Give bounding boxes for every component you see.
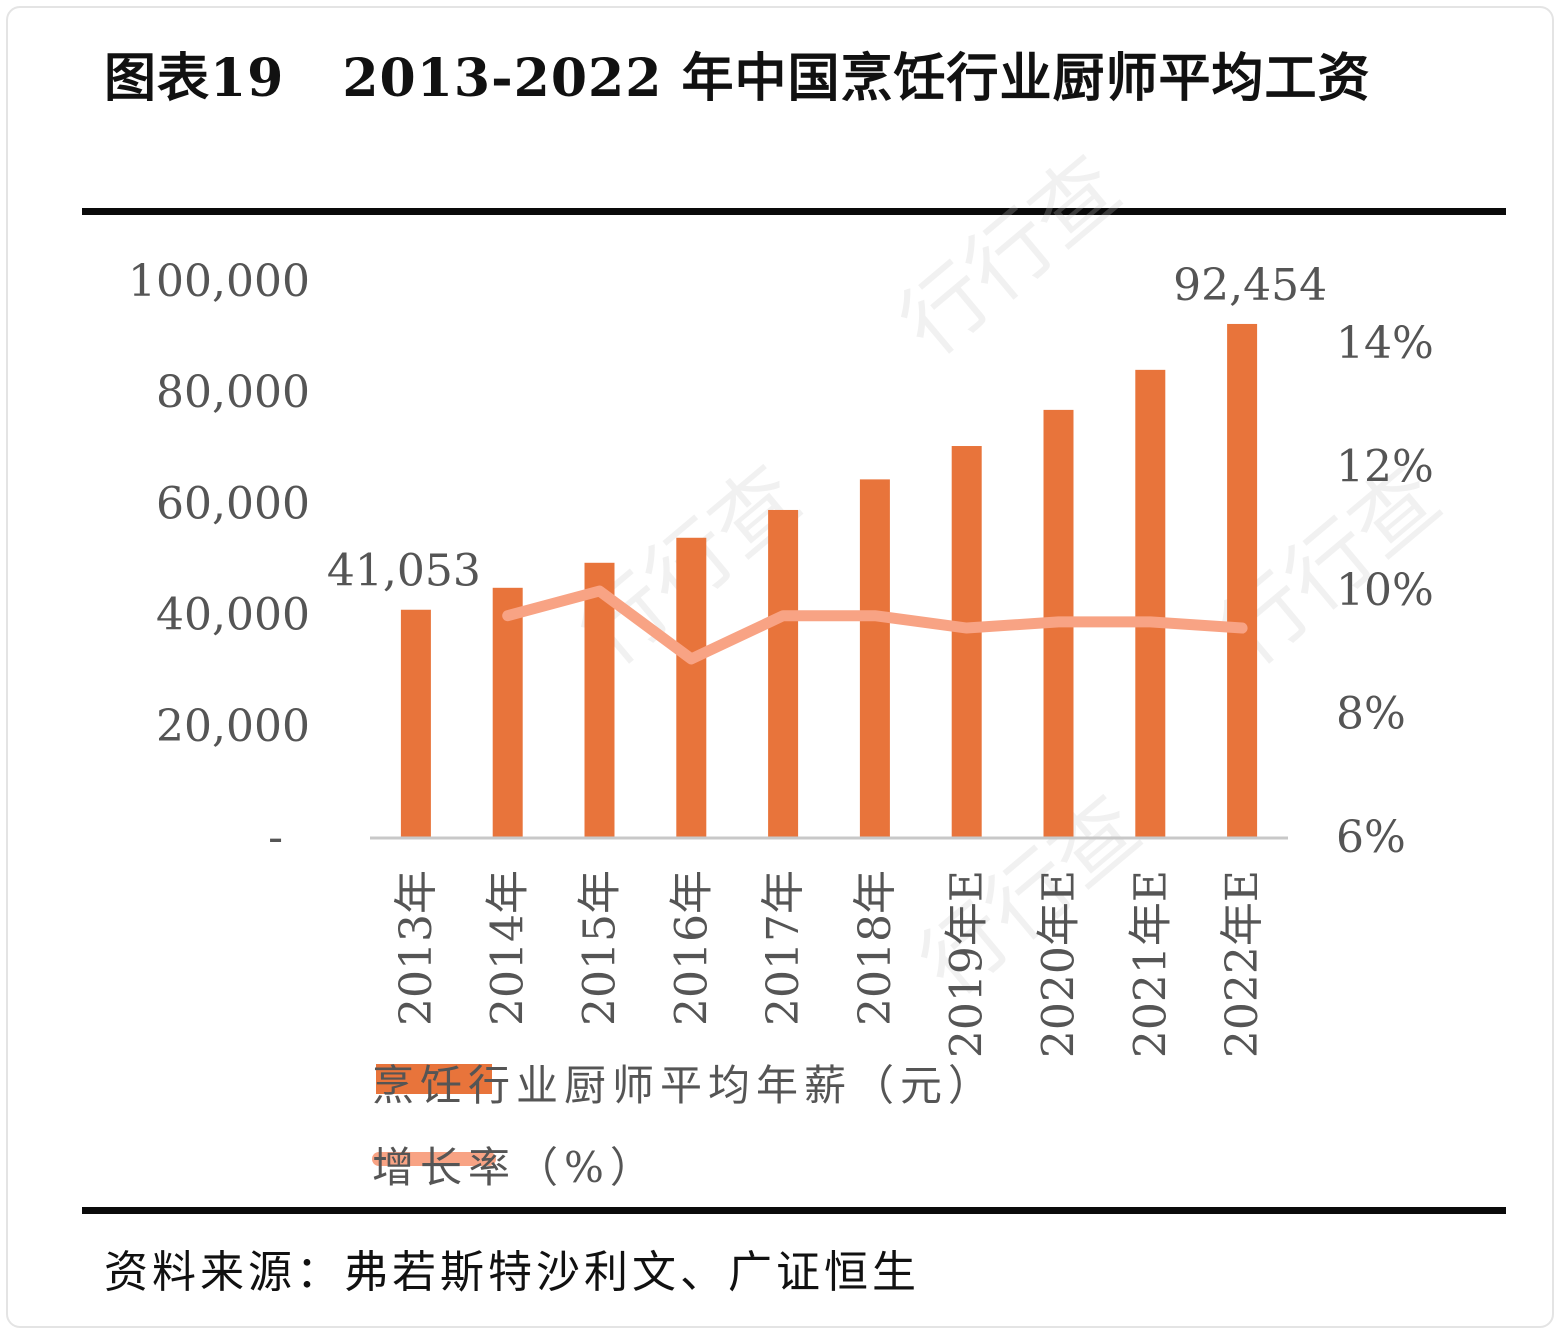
figure-title: 图表19 2013-2022 年中国烹饪行业厨师平均工资 bbox=[104, 36, 1371, 111]
x-tick-label: 2014年 bbox=[483, 870, 534, 1026]
x-tick-label: 2019年E bbox=[942, 870, 993, 1058]
bar-data-label: 92,454 bbox=[1173, 260, 1327, 311]
figure-title-text: 2013-2022 年中国烹饪行业厨师平均工资 bbox=[342, 48, 1371, 109]
y-left-tick-label: - bbox=[268, 812, 283, 863]
bar bbox=[400, 609, 431, 838]
bar bbox=[1135, 369, 1166, 838]
bar bbox=[768, 509, 799, 838]
y-left-tick-label: 40,000 bbox=[156, 590, 310, 641]
x-tick-label: 2022年E bbox=[1217, 870, 1268, 1058]
bar bbox=[859, 479, 890, 838]
x-tick-label: 2013年 bbox=[391, 870, 442, 1026]
legend-bar-swatch bbox=[376, 1064, 492, 1094]
bar bbox=[1227, 323, 1258, 838]
x-tick-label: 2017年 bbox=[758, 870, 809, 1026]
y-left-tick-label: 60,000 bbox=[156, 478, 310, 529]
bar-data-label: 41,053 bbox=[327, 546, 481, 597]
bar bbox=[492, 587, 523, 838]
x-tick-label: 2021年E bbox=[1125, 870, 1176, 1058]
x-tick-label: 2015年 bbox=[575, 870, 626, 1026]
legend-line-swatch bbox=[372, 1152, 496, 1166]
legend-line-label: 增长率（%） bbox=[372, 1143, 658, 1192]
bar bbox=[951, 446, 982, 838]
y-left-tick-label: 100,000 bbox=[128, 256, 310, 307]
x-tick-label: 2020年E bbox=[1034, 870, 1085, 1058]
y-right-tick-label: 12% bbox=[1336, 442, 1434, 493]
y-left-tick-label: 20,000 bbox=[156, 701, 310, 752]
bar bbox=[676, 537, 707, 838]
y-right-tick-label: 14% bbox=[1336, 318, 1434, 369]
x-tick-label: 2018年 bbox=[850, 870, 901, 1026]
top-rule bbox=[82, 208, 1506, 215]
y-right-tick-label: 6% bbox=[1336, 812, 1406, 863]
legend-bar-label: 烹饪行业厨师平均年薪（元） bbox=[372, 1061, 997, 1110]
figure-number: 图表19 bbox=[104, 48, 285, 109]
bar bbox=[584, 562, 615, 838]
source-note: 资料来源：弗若斯特沙利文、广证恒生 bbox=[104, 1247, 920, 1298]
y-left-tick-label: 80,000 bbox=[156, 367, 310, 418]
bottom-rule bbox=[82, 1207, 1506, 1214]
x-tick-label: 2016年 bbox=[666, 870, 717, 1026]
y-right-tick-label: 8% bbox=[1336, 689, 1406, 740]
y-right-tick-label: 10% bbox=[1336, 565, 1434, 616]
